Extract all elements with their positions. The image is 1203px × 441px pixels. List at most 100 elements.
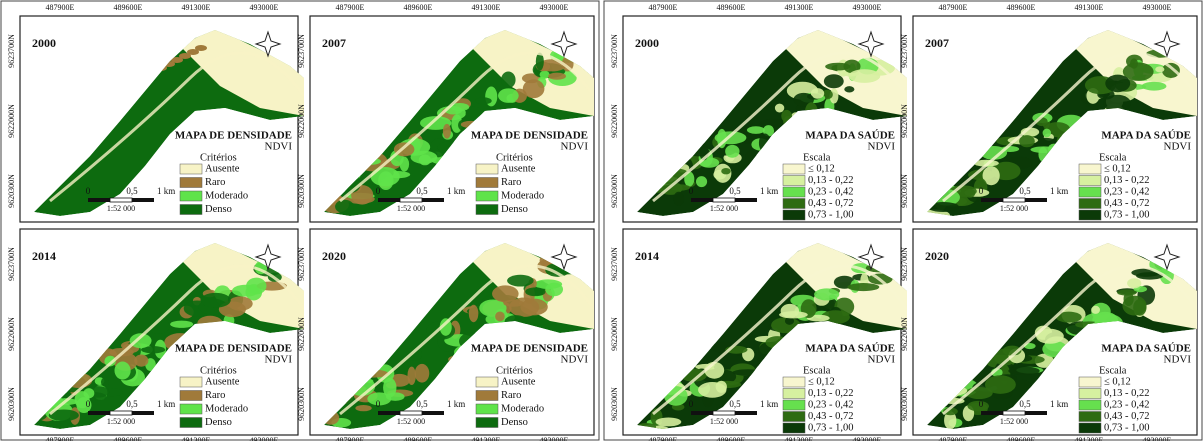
legend-swatch (783, 412, 805, 422)
patch (1008, 367, 1039, 375)
y-coordinate: 9622000N (297, 317, 306, 351)
y-coordinate: 9620300N (297, 174, 306, 208)
map-year: 2000 (635, 36, 659, 50)
map-subtitle: NDVI (868, 354, 896, 366)
map-year: 2007 (925, 36, 949, 50)
scale-label: 0 (979, 399, 984, 409)
patch (443, 124, 451, 139)
legend-label: Ausente (501, 163, 536, 174)
patch (469, 305, 479, 322)
y-coordinate: 9623700N (900, 34, 909, 68)
legend-swatch (783, 400, 805, 410)
legend-label: Denso (205, 204, 232, 215)
patch (721, 168, 731, 174)
patch (779, 311, 808, 318)
patch (335, 200, 354, 214)
y-coordinate: 9620300N (610, 174, 619, 208)
legend-swatch (180, 404, 202, 414)
legend-title: Escala (803, 152, 831, 163)
legend-swatch (180, 178, 202, 188)
x-coordinate: 491300E (1075, 3, 1104, 12)
scale-label: 0,5 (729, 399, 741, 409)
scale-bar (1003, 198, 1025, 202)
patch (1133, 299, 1146, 316)
scale-bar (422, 411, 444, 415)
x-coordinate: 493000E (540, 3, 569, 12)
y-coordinate: 9620300N (7, 387, 16, 421)
legend-swatch (180, 418, 202, 428)
x-coordinate: 487900E (649, 436, 678, 441)
y-coordinate: 9622000N (610, 104, 619, 138)
legend-swatch (783, 423, 805, 433)
scale-label: 0,5 (416, 399, 428, 409)
patch (540, 70, 550, 78)
legend-label: ≤ 0,12 (1104, 376, 1131, 387)
scale-bar (735, 198, 757, 202)
scale-ratio: 1:52 000 (1000, 417, 1028, 426)
legend-label: Moderado (501, 190, 544, 201)
legend-title: Critérios (496, 152, 533, 163)
x-coordinate: 489600E (717, 3, 746, 12)
patch (525, 287, 545, 296)
legend-swatch (783, 176, 805, 186)
scale-bar (735, 411, 757, 415)
scale-bar (88, 411, 110, 415)
patch (673, 192, 684, 206)
patch (498, 88, 519, 103)
scale-ratio: 1:52 000 (1000, 204, 1028, 213)
x-coordinate: 489600E (404, 3, 433, 12)
x-coordinate: 491300E (472, 436, 501, 441)
scale-bar (981, 198, 1003, 202)
legend-swatch (783, 187, 805, 197)
legend-label: Raro (205, 390, 225, 401)
scale-label: 0 (689, 186, 694, 196)
legend-title: Escala (1099, 365, 1127, 376)
patch (507, 275, 534, 287)
patch (115, 362, 131, 380)
legend-swatch (476, 178, 498, 188)
patch (400, 157, 410, 172)
legend-label: Denso (501, 417, 528, 428)
x-coordinate: 489600E (717, 436, 746, 441)
patch (355, 405, 371, 411)
x-coordinate: 493000E (250, 436, 279, 441)
y-coordinate: 9622000N (297, 104, 306, 138)
y-coordinate: 9623700N (7, 247, 16, 281)
y-coordinate: 9623700N (610, 34, 619, 68)
legend-label: Moderado (205, 190, 248, 201)
map-year: 2014 (635, 249, 659, 263)
y-coordinate: 9622000N (610, 317, 619, 351)
y-coordinate: 9623700N (7, 34, 16, 68)
patch (407, 367, 416, 385)
legend-label: 0,43 - 0,72 (1104, 411, 1150, 422)
patch (847, 283, 879, 291)
legend-label: 0,23 - 0,42 (808, 399, 854, 410)
patch (1019, 135, 1035, 147)
patch (1155, 66, 1164, 72)
x-coordinate: 489600E (114, 3, 143, 12)
scale-label: 0,5 (1019, 186, 1031, 196)
x-coordinate: 487900E (336, 3, 365, 12)
legend-swatch (476, 205, 498, 215)
patch (696, 176, 707, 187)
scale-label: 1 km (760, 186, 778, 196)
map-subtitle: NDVI (265, 354, 293, 366)
map-panel: 2000MAPA DE DENSIDADENDVICritériosAusent… (7, 3, 304, 222)
legend-label: Ausente (205, 163, 240, 174)
patch (495, 311, 505, 321)
legend-swatch (1079, 176, 1101, 186)
patch (1162, 63, 1180, 78)
x-coordinate: 493000E (853, 436, 882, 441)
y-coordinate: 9623700N (610, 247, 619, 281)
x-coordinate: 489600E (114, 436, 143, 441)
x-coordinate: 493000E (540, 436, 569, 441)
scale-label: 1 km (1050, 399, 1068, 409)
patch (501, 71, 515, 88)
scale-label: 0,5 (416, 186, 428, 196)
legend-title: Critérios (200, 365, 237, 376)
map-year: 2020 (322, 249, 346, 263)
scale-ratio: 1:52 000 (397, 417, 425, 426)
legend-swatch (1079, 199, 1101, 209)
legend-swatch (1079, 412, 1101, 422)
legend-label: 0,13 - 0,22 (1104, 175, 1150, 186)
